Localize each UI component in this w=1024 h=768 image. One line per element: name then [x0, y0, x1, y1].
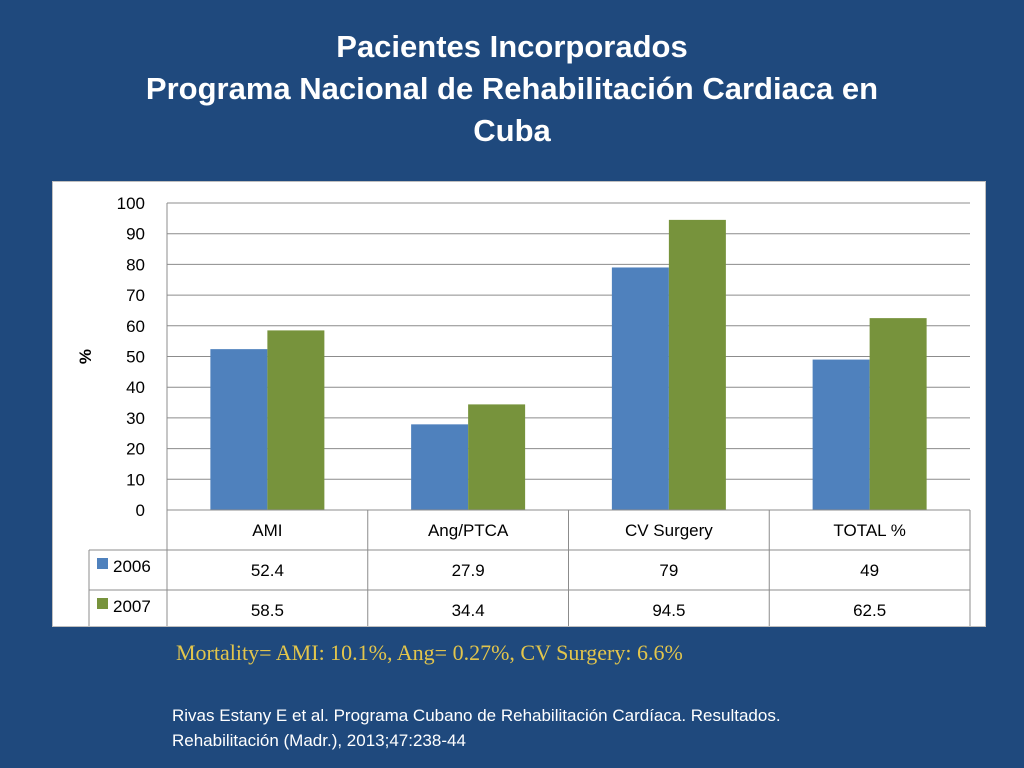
y-tick-label: 80 — [126, 255, 145, 274]
data-label-2007: 62.5 — [853, 601, 886, 620]
bar-2006-total- — [812, 359, 870, 510]
legend-label-2007: 2007 — [113, 597, 151, 616]
bar-2007-ami — [267, 330, 325, 510]
bar-2006-cv-surgery — [611, 267, 669, 510]
bar-2006-ami — [210, 349, 268, 510]
bar-2007-cv-surgery — [668, 219, 726, 510]
y-tick-label: 60 — [126, 317, 145, 336]
x-category-label: TOTAL % — [833, 521, 905, 540]
data-label-2006: 79 — [659, 561, 678, 580]
legend-swatch-2007 — [97, 598, 108, 609]
mortality-note: Mortality= AMI: 10.1%, Ang= 0.27%, CV Su… — [176, 640, 683, 665]
data-label-2006: 52.4 — [251, 561, 284, 580]
data-label-2007: 94.5 — [652, 601, 685, 620]
y-tick-label: 0 — [136, 501, 145, 520]
title-line-1: Pacientes Incorporados — [336, 29, 688, 64]
data-label-2006: 27.9 — [452, 561, 485, 580]
bar-2007-ang-ptca — [468, 404, 526, 510]
y-tick-label: 90 — [126, 225, 145, 244]
y-tick-label: 20 — [126, 440, 145, 459]
data-label-2007: 34.4 — [452, 601, 485, 620]
slide-title: Pacientes Incorporados Programa Nacional… — [60, 26, 964, 152]
y-tick-label: 10 — [126, 470, 145, 489]
y-tick-label: 30 — [126, 409, 145, 428]
y-tick-label: 50 — [126, 348, 145, 367]
y-tick-label: 40 — [126, 378, 145, 397]
title-line-2: Programa Nacional de Rehabilitación Card… — [145, 71, 879, 106]
citation-line-1: Rivas Estany E et al. Programa Cubano de… — [172, 706, 781, 725]
legend-label-2006: 2006 — [113, 557, 151, 576]
citation-line-2: Rehabilitación (Madr.), 2013;47:238-44 — [172, 731, 466, 750]
bar-chart: 0 10 20 30 40 50 60 70 80 90 100% AMI Ang/PTCA CV Sur… — [76, 194, 971, 626]
chart-frame: 0 10 20 30 40 50 60 70 80 90 100% AMI Ang/PTCA CV Sur… — [52, 181, 986, 627]
legend-swatch-2006 — [97, 558, 108, 569]
x-category-label: Ang/PTCA — [428, 521, 509, 540]
x-category-label: AMI — [252, 521, 282, 540]
bar-2007-total- — [869, 318, 927, 510]
y-tick-label: 100 — [117, 194, 145, 213]
title-line-3: Cuba — [473, 113, 551, 148]
citation: Rivas Estany E et al. Programa Cubano de… — [172, 703, 781, 753]
x-category-label: CV Surgery — [625, 521, 713, 540]
data-label-2007: 58.5 — [251, 601, 284, 620]
y-tick-label: 70 — [126, 286, 145, 305]
data-label-2006: 49 — [860, 561, 879, 580]
y-axis-title: % — [76, 349, 95, 364]
bar-2006-ang-ptca — [411, 424, 469, 510]
